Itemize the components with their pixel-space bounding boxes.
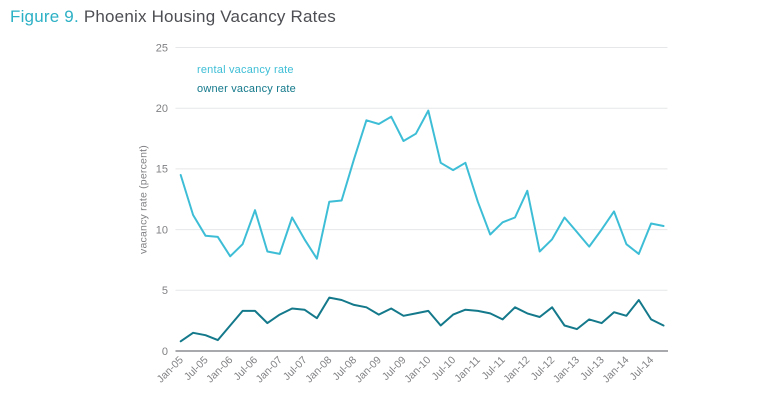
x-tick-label-Jan-10: Jan-10 [402, 354, 433, 385]
owner-vacancy-series-line [179, 296, 665, 343]
x-tick-label-Jan-07: Jan-07 [254, 354, 285, 385]
y-axis-title: vacancy rate (percent) [138, 145, 150, 254]
y-tick-label-0: 0 [162, 346, 168, 358]
x-tick-label-Jan-14: Jan-14 [600, 354, 631, 385]
y-tick-label-10: 10 [156, 224, 168, 236]
rental-vacancy-series-line [179, 109, 665, 260]
x-tick-label-Jul-14: Jul-14 [628, 354, 657, 383]
x-tick-label-Jan-13: Jan-13 [551, 354, 582, 385]
figure-label: Figure 9. [10, 7, 79, 26]
x-tick-label-Jan-12: Jan-12 [501, 354, 532, 385]
x-tick-label-Jan-08: Jan-08 [303, 354, 334, 385]
x-tick-label-Jan-11: Jan-11 [452, 354, 483, 385]
y-tick-label-5: 5 [162, 285, 168, 297]
legend-rental-vacancy-rate: rental vacancy rate [197, 64, 294, 76]
x-tick-label-Jan-09: Jan-09 [353, 354, 384, 385]
legend-owner-vacancy-rate: owner vacancy rate [197, 83, 296, 95]
y-tick-label-20: 20 [156, 103, 168, 115]
figure-title: Figure 9. Phoenix Housing Vacancy Rates [10, 7, 336, 27]
x-tick-label-Jan-05: Jan-05 [155, 354, 186, 385]
figure-title-text: Phoenix Housing Vacancy Rates [78, 7, 336, 26]
y-tick-label-25: 25 [156, 42, 168, 54]
y-tick-label-15: 15 [156, 164, 168, 176]
x-tick-label-Jan-06: Jan-06 [204, 354, 235, 385]
